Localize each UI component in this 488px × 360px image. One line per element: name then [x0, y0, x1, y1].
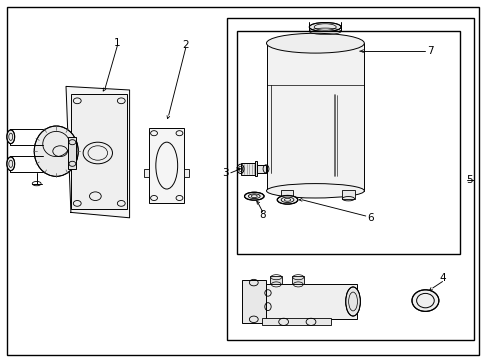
- Bar: [281, 190, 293, 199]
- Text: 8: 8: [259, 210, 265, 220]
- Bar: [237, 31, 459, 254]
- Polygon shape: [66, 86, 129, 218]
- Bar: [240, 163, 254, 175]
- Ellipse shape: [294, 35, 341, 43]
- Bar: [68, 137, 76, 169]
- Bar: [266, 43, 364, 191]
- Bar: [256, 165, 265, 173]
- Bar: [149, 128, 184, 203]
- Bar: [71, 94, 127, 209]
- Text: 6: 6: [366, 213, 373, 223]
- Text: 2: 2: [182, 40, 189, 50]
- Bar: [184, 169, 189, 177]
- Ellipse shape: [277, 195, 297, 204]
- Bar: [242, 280, 265, 323]
- Ellipse shape: [7, 157, 15, 171]
- Bar: [227, 18, 473, 340]
- Ellipse shape: [34, 126, 78, 176]
- Bar: [144, 169, 149, 177]
- Ellipse shape: [244, 192, 264, 200]
- Text: 4: 4: [438, 273, 445, 283]
- Bar: [269, 276, 282, 284]
- Ellipse shape: [266, 184, 364, 198]
- Bar: [342, 190, 354, 199]
- Text: 1: 1: [114, 38, 121, 48]
- Ellipse shape: [309, 23, 341, 32]
- Text: 5: 5: [465, 175, 472, 185]
- Bar: [290, 38, 344, 58]
- Bar: [261, 284, 356, 319]
- Ellipse shape: [345, 287, 360, 316]
- Ellipse shape: [411, 290, 438, 311]
- Text: 3: 3: [222, 168, 229, 178]
- Bar: [261, 318, 330, 325]
- Bar: [254, 161, 256, 176]
- Ellipse shape: [266, 33, 364, 53]
- Bar: [292, 276, 304, 284]
- Text: 7: 7: [426, 46, 433, 56]
- Ellipse shape: [7, 130, 15, 144]
